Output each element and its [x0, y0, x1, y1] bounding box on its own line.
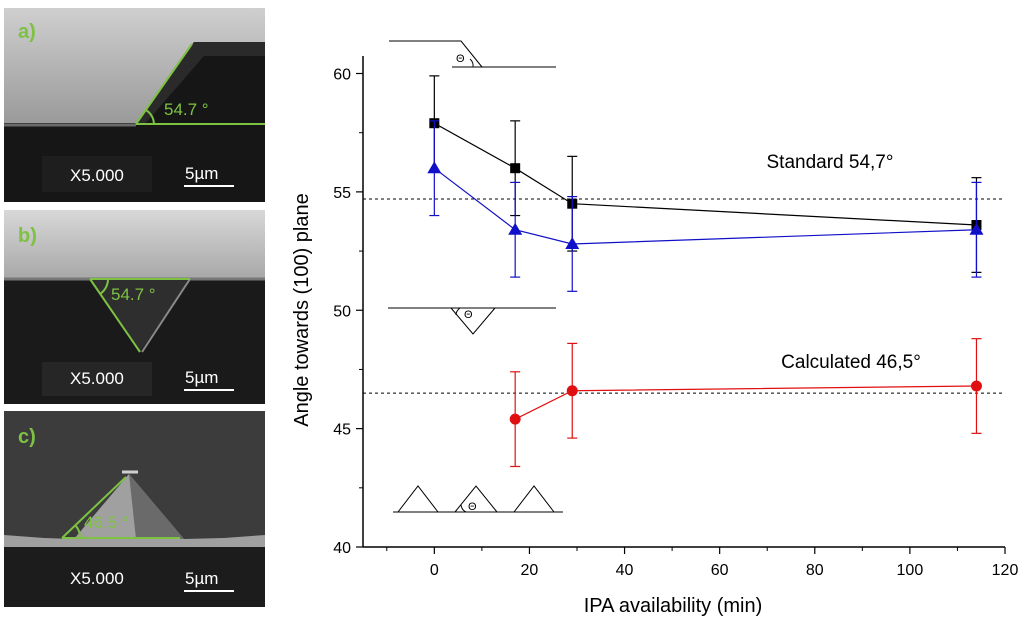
y-tick-label: 45 — [333, 422, 351, 439]
y-tick-label: 60 — [333, 67, 351, 84]
pyramid-pit — [90, 279, 190, 352]
series-line-black — [434, 122, 977, 226]
data-point-blue — [565, 236, 580, 249]
chart-series — [427, 75, 984, 468]
data-point-red — [970, 380, 982, 392]
sem-surface — [4, 210, 265, 278]
sem-panel-b: b) 54.7 ° X5.000 5µm — [4, 210, 265, 404]
angle-label: 54.7 ° — [111, 285, 156, 304]
x-tick-label: 100 — [897, 562, 924, 579]
magnification-label: X5.000 — [70, 166, 124, 185]
data-point-blue — [969, 222, 984, 235]
scale-label: 5µm — [185, 569, 218, 588]
y-axis-label: Angle towards (100) plane — [291, 193, 313, 426]
data-point-red — [509, 413, 521, 425]
panel-letter: c) — [18, 426, 36, 448]
magnification-label: X5.000 — [70, 369, 124, 388]
sem-image-c: c) 46.5 ° X5.000 5µm — [4, 411, 265, 607]
angle-arc — [74, 524, 81, 539]
data-point-red — [566, 385, 578, 397]
y-tick-label: 50 — [333, 303, 351, 320]
angle-slope — [135, 43, 193, 125]
x-axis-label: IPA availability (min) — [584, 595, 763, 617]
sem-image-a: a) 54.7 ° X5.000 5µm — [4, 8, 265, 202]
series-line-red — [514, 385, 977, 420]
y-tick-label: 55 — [333, 185, 351, 202]
sem-surface — [4, 8, 265, 123]
angle-slope — [89, 278, 141, 353]
x-tick-label: 0 — [430, 562, 439, 579]
angle-slope — [61, 476, 127, 539]
theta-symbol: Θ — [456, 53, 465, 65]
panel-letter: b) — [18, 225, 37, 247]
chart-axes: 0 20 40 60 80 100 120 40 45 50 55 60 — [333, 56, 1018, 579]
theta-symbol: Θ — [464, 309, 473, 321]
series-line-blue — [433, 167, 977, 245]
profile-insets: Θ Θ Θ — [388, 40, 563, 513]
data-point-black — [510, 163, 521, 174]
x-tick-label: 80 — [806, 562, 824, 579]
x-tick-label: 120 — [992, 562, 1019, 579]
sem-panel-a: a) 54.7 ° X5.000 5µm — [4, 8, 265, 202]
standard-angle-label: Standard 54,7° — [767, 152, 894, 173]
inset-step-profile — [389, 40, 483, 68]
data-point-blue — [427, 161, 442, 174]
theta-symbol: Θ — [468, 501, 477, 513]
reference-lines — [363, 198, 1005, 394]
x-tick-label: 40 — [616, 562, 634, 579]
scale-label: 5µm — [185, 164, 218, 183]
x-tick-label: 20 — [521, 562, 539, 579]
sem-image-b: b) 54.7 ° X5.000 5µm — [4, 210, 265, 404]
angle-label: 46.5 ° — [84, 513, 129, 532]
x-tick-label: 60 — [711, 562, 729, 579]
angle-arc — [145, 109, 155, 125]
data-point-blue — [508, 222, 523, 235]
calculated-angle-label: Calculated 46,5° — [781, 352, 921, 373]
y-tick-label: 40 — [333, 540, 351, 557]
scale-label: 5µm — [185, 368, 218, 387]
panel-letter: a) — [18, 21, 36, 43]
magnification-label: X5.000 — [70, 569, 124, 588]
sem-panel-c: c) 46.5 ° X5.000 5µm — [4, 411, 265, 607]
angle-chart: 0 20 40 60 80 100 120 40 45 50 55 60 Θ Θ Θ IPA avai… — [291, 40, 1018, 617]
angle-arc — [99, 278, 110, 295]
angle-label: 54.7 ° — [164, 100, 209, 119]
